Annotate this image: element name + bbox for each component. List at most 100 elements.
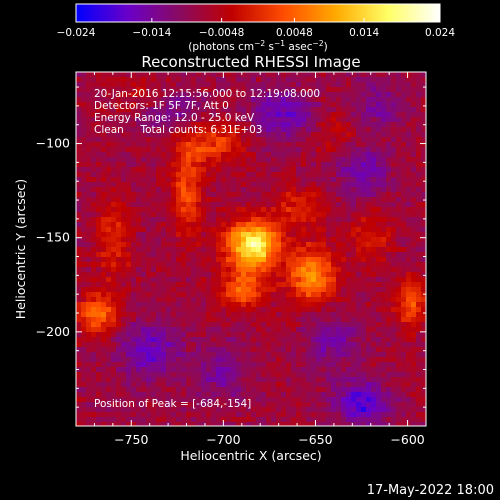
heatmap-pixel (296, 367, 302, 373)
heatmap-pixel (341, 302, 347, 308)
heatmap-pixel (126, 157, 132, 163)
heatmap-pixel (146, 107, 152, 113)
heatmap-pixel (421, 187, 426, 193)
heatmap-pixel (81, 382, 87, 388)
heatmap-pixel (176, 207, 182, 213)
heatmap-pixel (241, 372, 247, 378)
heatmap-pixel (191, 132, 197, 138)
heatmap-pixel (331, 97, 337, 103)
heatmap-pixel (116, 237, 122, 243)
heatmap-pixel (421, 312, 426, 318)
heatmap-pixel (86, 247, 92, 253)
heatmap-pixel (86, 92, 92, 98)
heatmap-pixel (301, 222, 307, 228)
heatmap-pixel (141, 202, 147, 208)
heatmap-pixel (271, 182, 277, 188)
heatmap-pixel (341, 407, 347, 413)
heatmap-pixel (81, 417, 87, 423)
heatmap-pixel (151, 97, 157, 103)
heatmap-pixel (266, 417, 272, 423)
heatmap-pixel (361, 192, 367, 198)
heatmap-pixel (241, 252, 247, 258)
heatmap-pixel (421, 267, 426, 273)
heatmap-pixel (361, 352, 367, 358)
heatmap-pixel (331, 317, 337, 323)
heatmap-pixel (156, 97, 162, 103)
colorbar-tick-label: 0.024 (425, 27, 455, 39)
heatmap-pixel (276, 287, 282, 293)
heatmap-pixel (371, 272, 377, 278)
heatmap-pixel (106, 262, 112, 268)
heatmap-pixel (156, 72, 162, 78)
heatmap-pixel (226, 102, 232, 108)
heatmap-pixel (186, 107, 192, 113)
heatmap-pixel (301, 147, 307, 153)
heatmap-pixel (196, 352, 202, 358)
heatmap-pixel (386, 202, 392, 208)
heatmap-pixel (141, 162, 147, 168)
heatmap-pixel (211, 222, 217, 228)
heatmap-pixel (266, 352, 272, 358)
heatmap-pixel (311, 127, 317, 133)
heatmap-pixel (386, 307, 392, 313)
x-axis-tick-label: −750 (114, 432, 148, 447)
heatmap-pixel (211, 282, 217, 288)
heatmap-pixel (76, 402, 82, 408)
heatmap-pixel (361, 197, 367, 203)
heatmap-pixel (76, 137, 82, 143)
heatmap-pixel (136, 342, 142, 348)
heatmap-pixel (106, 357, 112, 363)
heatmap-pixel (281, 247, 287, 253)
heatmap-pixel (401, 282, 407, 288)
heatmap-pixel (361, 332, 367, 338)
heatmap-pixel (116, 97, 122, 103)
heatmap-pixel (361, 162, 367, 168)
heatmap-pixel (96, 362, 102, 368)
heatmap-pixel (306, 292, 312, 298)
heatmap-pixel (346, 182, 352, 188)
heatmap-pixel (326, 207, 332, 213)
heatmap-pixel (226, 167, 232, 173)
heatmap-pixel (401, 122, 407, 128)
heatmap-pixel (101, 347, 107, 353)
heatmap-pixel (316, 217, 322, 223)
heatmap-pixel (116, 252, 122, 258)
heatmap-pixel (396, 152, 402, 158)
heatmap-pixel (231, 87, 237, 93)
heatmap-pixel (251, 102, 257, 108)
heatmap-pixel (336, 177, 342, 183)
heatmap-pixel (91, 127, 97, 133)
heatmap-pixel (271, 267, 277, 273)
heatmap-pixel (356, 112, 362, 118)
heatmap-pixel (366, 152, 372, 158)
heatmap-pixel (371, 282, 377, 288)
heatmap-pixel (121, 312, 127, 318)
heatmap-pixel (131, 72, 137, 78)
heatmap-pixel (116, 302, 122, 308)
heatmap-pixel (371, 347, 377, 353)
heatmap-pixel (231, 272, 237, 278)
heatmap-pixel (406, 117, 412, 123)
heatmap-pixel (261, 312, 267, 318)
heatmap-pixel (96, 267, 102, 273)
heatmap-pixel (401, 342, 407, 348)
heatmap-pixel (86, 187, 92, 193)
heatmap-pixel (256, 367, 262, 373)
heatmap-pixel (341, 152, 347, 158)
heatmap-pixel (161, 347, 167, 353)
heatmap-pixel (151, 262, 157, 268)
heatmap-pixel (201, 147, 207, 153)
heatmap-pixel (106, 187, 112, 193)
heatmap-pixel (296, 362, 302, 368)
heatmap-pixel (126, 307, 132, 313)
heatmap-pixel (256, 187, 262, 193)
heatmap-pixel (231, 422, 237, 426)
heatmap-pixel (406, 382, 412, 388)
heatmap-pixel (241, 342, 247, 348)
heatmap-pixel (291, 387, 297, 393)
heatmap-pixel (186, 282, 192, 288)
heatmap-pixel (201, 142, 207, 148)
heatmap-pixel (261, 152, 267, 158)
heatmap-pixel (346, 172, 352, 178)
heatmap-pixel (226, 157, 232, 163)
